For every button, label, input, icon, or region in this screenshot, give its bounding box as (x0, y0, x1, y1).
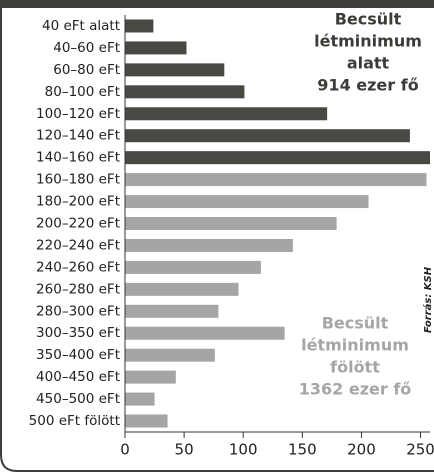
y-tick-label: 200–220 eFt (36, 216, 120, 232)
bar (125, 107, 328, 121)
y-tick-label: 60–80 eFt (53, 62, 120, 78)
y-tick-label: 120–140 eFt (36, 128, 120, 144)
bar (125, 63, 225, 77)
annotation: fölött (330, 358, 380, 377)
bar (125, 414, 168, 428)
y-tick-label: 80–100 eFt (45, 84, 120, 100)
bar (125, 217, 337, 230)
annotation: létminimum (314, 32, 422, 51)
x-tick-label: 200 (347, 441, 376, 459)
annotation: 1362 ezer fő (299, 380, 412, 399)
frame (0, 8, 434, 472)
bar (125, 41, 187, 55)
bar (125, 129, 410, 143)
bar (125, 173, 427, 187)
y-tick-label: 40–60 eFt (53, 40, 120, 56)
y-tick-label: 220–240 eFt (36, 237, 120, 253)
y-tick-label: 140–160 eFt (36, 150, 120, 166)
y-tick-label: 240–260 eFt (36, 259, 120, 275)
y-tick-label: 260–280 eFt (36, 281, 120, 297)
x-tick-label: 0 (120, 441, 130, 459)
annotation: Becsült (322, 314, 389, 333)
annotation: alatt (347, 54, 390, 73)
y-tick-label: 280–300 eFt (36, 303, 120, 319)
bar (125, 370, 176, 384)
bar (125, 282, 239, 296)
top-band (0, 0, 434, 8)
y-tick-label: 100–120 eFt (36, 106, 120, 122)
bar (125, 85, 245, 99)
bar (125, 151, 430, 165)
y-tick-label: 500 eFt fölött (29, 413, 120, 429)
y-tick-label: 400–450 eFt (36, 369, 120, 385)
bar (125, 304, 219, 318)
x-tick-label: 100 (229, 441, 258, 459)
bar (125, 326, 285, 340)
bar (125, 195, 369, 209)
annotation: 914 ezer fő (317, 76, 418, 95)
x-tick-label: 50 (175, 441, 194, 459)
y-tick-label: 160–180 eFt (36, 172, 120, 188)
x-tick-label: 250 (406, 441, 434, 459)
source: Forrás: KSH (422, 266, 434, 333)
y-tick-label: 450–500 eFt (36, 391, 120, 407)
annotation: létminimum (301, 336, 409, 355)
bar (125, 238, 293, 252)
bar (125, 348, 215, 362)
y-tick-label: 300–350 eFt (36, 325, 120, 341)
bar (125, 260, 261, 274)
annotation: Becsült (335, 10, 402, 29)
y-tick-label: 40 eFt alatt (42, 18, 120, 34)
bar (125, 392, 155, 406)
y-tick-label: 350–400 eFt (36, 347, 120, 363)
x-tick-label: 150 (288, 441, 317, 459)
bar (125, 19, 154, 33)
y-tick-label: 180–200 eFt (36, 194, 120, 210)
